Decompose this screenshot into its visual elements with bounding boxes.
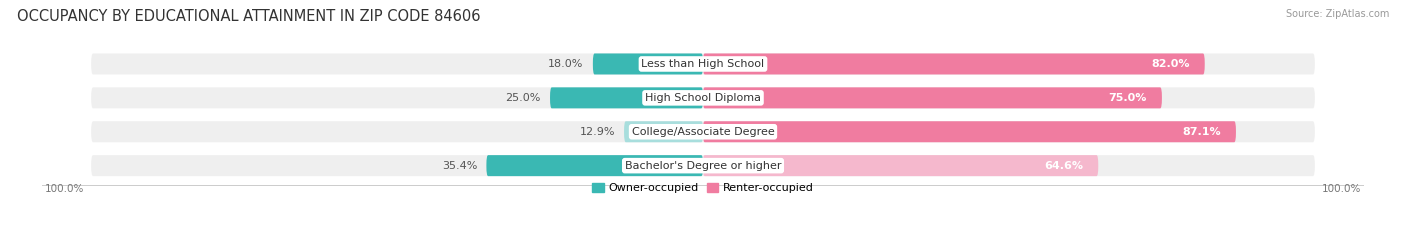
FancyBboxPatch shape bbox=[703, 121, 1236, 142]
FancyBboxPatch shape bbox=[91, 53, 1315, 75]
FancyBboxPatch shape bbox=[703, 155, 1098, 176]
Text: 100.0%: 100.0% bbox=[1322, 184, 1361, 194]
Text: 82.0%: 82.0% bbox=[1152, 59, 1189, 69]
FancyBboxPatch shape bbox=[703, 53, 1205, 75]
Text: 87.1%: 87.1% bbox=[1182, 127, 1220, 137]
Text: OCCUPANCY BY EDUCATIONAL ATTAINMENT IN ZIP CODE 84606: OCCUPANCY BY EDUCATIONAL ATTAINMENT IN Z… bbox=[17, 9, 481, 24]
FancyBboxPatch shape bbox=[703, 87, 1161, 108]
FancyBboxPatch shape bbox=[91, 155, 1315, 176]
FancyBboxPatch shape bbox=[593, 53, 703, 75]
Text: 64.6%: 64.6% bbox=[1045, 161, 1083, 171]
Text: 75.0%: 75.0% bbox=[1108, 93, 1147, 103]
FancyBboxPatch shape bbox=[91, 87, 1315, 108]
Text: Bachelor's Degree or higher: Bachelor's Degree or higher bbox=[624, 161, 782, 171]
FancyBboxPatch shape bbox=[486, 155, 703, 176]
Text: High School Diploma: High School Diploma bbox=[645, 93, 761, 103]
Text: 100.0%: 100.0% bbox=[45, 184, 84, 194]
Text: 12.9%: 12.9% bbox=[579, 127, 614, 137]
Text: Source: ZipAtlas.com: Source: ZipAtlas.com bbox=[1285, 9, 1389, 19]
FancyBboxPatch shape bbox=[91, 121, 1315, 142]
FancyBboxPatch shape bbox=[624, 121, 703, 142]
Text: College/Associate Degree: College/Associate Degree bbox=[631, 127, 775, 137]
Text: 25.0%: 25.0% bbox=[506, 93, 541, 103]
Legend: Owner-occupied, Renter-occupied: Owner-occupied, Renter-occupied bbox=[588, 178, 818, 197]
FancyBboxPatch shape bbox=[550, 87, 703, 108]
Text: 35.4%: 35.4% bbox=[441, 161, 477, 171]
Text: Less than High School: Less than High School bbox=[641, 59, 765, 69]
Text: 18.0%: 18.0% bbox=[548, 59, 583, 69]
